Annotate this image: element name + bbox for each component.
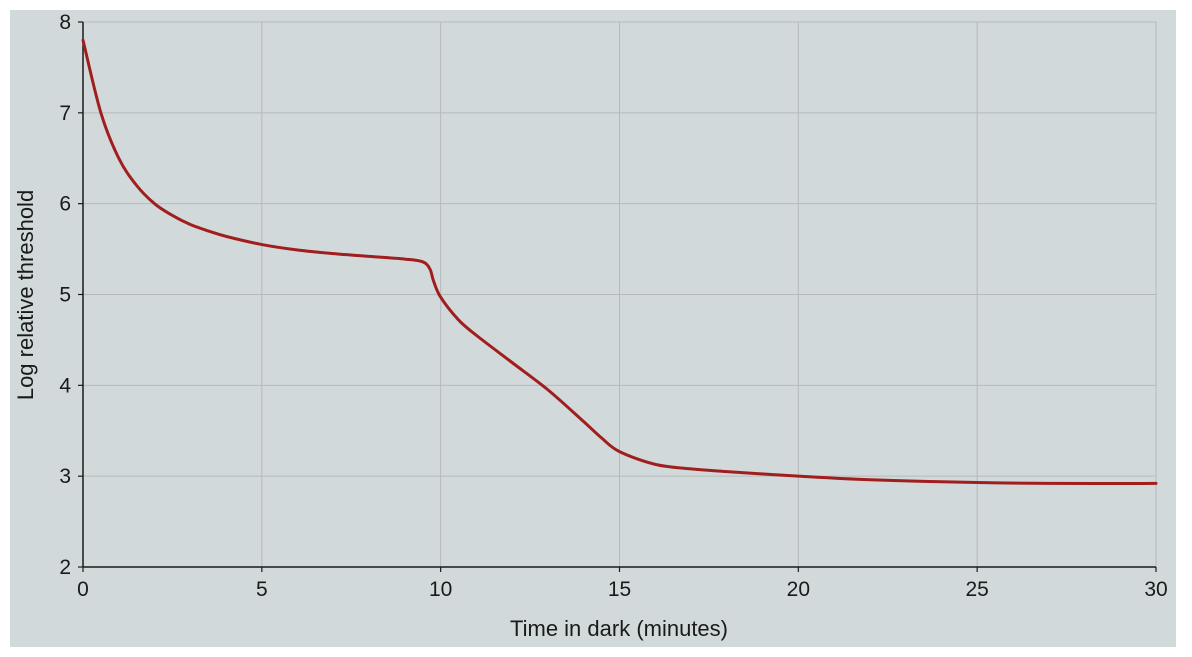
x-axis-label: Time in dark (minutes) xyxy=(510,616,728,641)
grid xyxy=(83,21,1157,567)
y-tick-label-3: 5 xyxy=(59,284,71,307)
y-tick-label-1: 3 xyxy=(59,465,71,488)
x-tick-label-5: 25 xyxy=(965,578,988,601)
chart-background xyxy=(10,10,1176,647)
y-tick-label-4: 6 xyxy=(59,193,71,216)
y-tick-label-6: 8 xyxy=(59,11,71,34)
series-layer xyxy=(81,38,1158,485)
x-tick-label-1: 5 xyxy=(256,578,268,601)
y-axis-label: Log relative threshold xyxy=(13,190,38,400)
x-tick-label-3: 15 xyxy=(608,578,631,601)
series-line-0 xyxy=(81,38,1158,485)
y-tick-label-5: 7 xyxy=(59,102,71,125)
y-tick-label-2: 4 xyxy=(59,374,71,397)
y-tick-label-0: 2 xyxy=(59,556,71,579)
x-tick-label-2: 10 xyxy=(429,578,452,601)
x-tick-label-4: 20 xyxy=(787,578,810,601)
x-tick-label-0: 0 xyxy=(77,578,89,601)
ticks: 0 5 10 15 20 25 30 2 3 4 5 6 7 8 xyxy=(59,11,1167,601)
x-tick-label-6: 30 xyxy=(1144,578,1167,601)
